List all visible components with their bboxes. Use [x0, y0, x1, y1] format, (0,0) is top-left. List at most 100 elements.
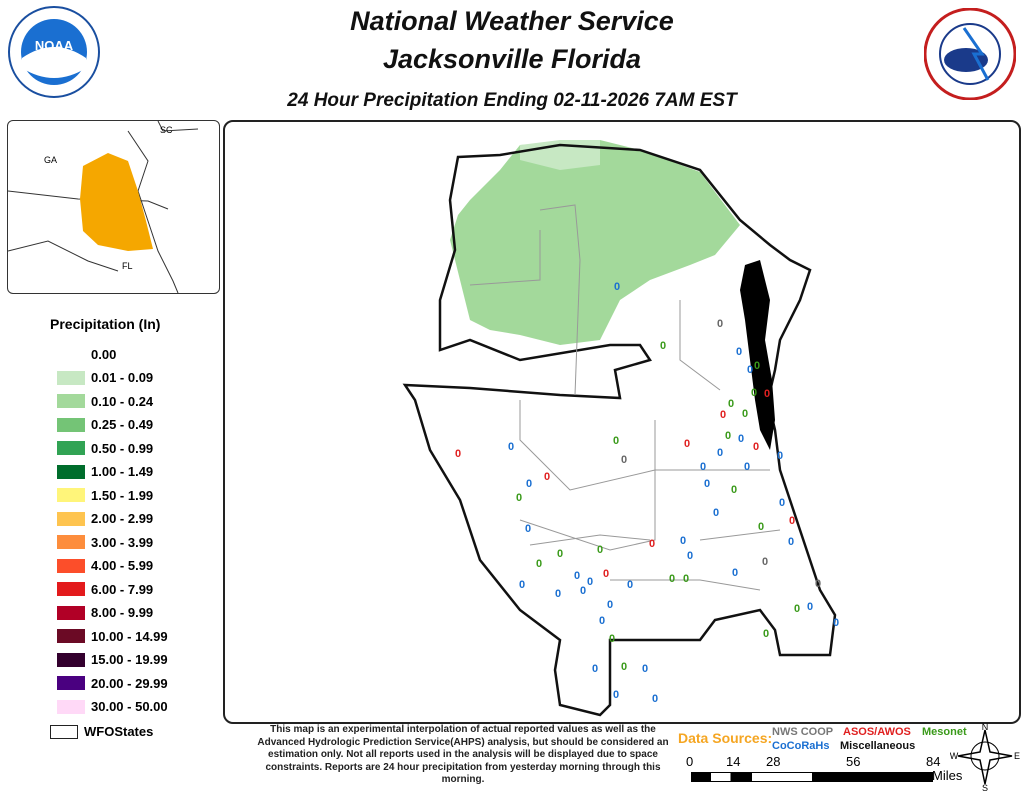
disclaimer: This map is an experimental interpolatio… [257, 724, 669, 785]
station-report-cocorahs: 0 [713, 507, 719, 519]
legend-item: 4.00 - 5.99 [57, 556, 153, 576]
legend-swatch [57, 370, 85, 385]
legend-swatch [57, 394, 85, 408]
nws-logo [924, 8, 1016, 100]
inset-label-fl: FL [122, 261, 133, 271]
legend-swatch [57, 417, 85, 432]
station-report-cocorahs: 0 [526, 478, 532, 490]
station-report-cocorahs: 0 [642, 663, 648, 675]
station-report-cocorahs: 0 [587, 576, 593, 588]
scale-tick: 84 [926, 754, 941, 769]
station-report-asos: 0 [684, 438, 690, 450]
station-report-cocorahs: 0 [574, 570, 580, 582]
legend-item: 20.00 - 29.99 [57, 673, 168, 693]
map-frame [223, 120, 1021, 724]
scale-bar-graphic [691, 772, 933, 782]
station-report-cocorahs: 0 [807, 601, 813, 613]
legend-swatch [57, 605, 85, 620]
legend-label: 10.00 - 14.99 [91, 628, 168, 644]
legend-label: 0.50 - 0.99 [91, 440, 154, 456]
station-report-mesonet: 0 [758, 521, 764, 533]
station-report-mesonet: 0 [763, 628, 769, 640]
legend-swatch [57, 699, 85, 714]
legend-swatch [57, 441, 85, 455]
source-mesonet: Mesonet [922, 726, 967, 738]
station-report-coop: 0 [762, 556, 768, 568]
compass-s: S [982, 783, 988, 791]
legend-item: 0.10 - 0.24 [57, 391, 153, 411]
wfo-area [80, 153, 153, 251]
boundary-swatch [50, 724, 78, 739]
legend-item: 0.50 - 0.99 [57, 438, 153, 458]
station-report-asos: 0 [789, 515, 795, 527]
legend-swatch [57, 511, 85, 526]
station-report-mesonet: 0 [731, 484, 737, 496]
station-report-mesonet: 0 [613, 435, 619, 447]
noaa-logo: NOAA [8, 6, 100, 98]
station-report-asos: 0 [764, 388, 770, 400]
station-report-cocorahs: 0 [580, 585, 586, 597]
legend-swatch [57, 652, 85, 667]
station-report-cocorahs: 0 [613, 689, 619, 701]
station-report-coop: 0 [717, 318, 723, 330]
station-report-mesonet: 0 [725, 430, 731, 442]
station-report-cocorahs: 0 [717, 447, 723, 459]
station-report-cocorahs: 0 [736, 346, 742, 358]
legend-label: 20.00 - 29.99 [91, 675, 168, 691]
station-report-asos: 0 [753, 441, 759, 453]
station-report-mesonet: 0 [660, 340, 666, 352]
legend-item: 1.00 - 1.49 [57, 462, 153, 482]
legend-title: Precipitation (In) [50, 316, 161, 332]
legend-label: 8.00 - 9.99 [91, 605, 154, 620]
station-report-cocorahs: 0 [592, 663, 598, 675]
legend-label: 3.00 - 3.99 [91, 534, 154, 550]
station-report-coop: 0 [621, 454, 627, 466]
legend-item: 1.50 - 1.99 [57, 485, 153, 505]
coastline-marsh [740, 260, 775, 450]
compass-n: N [982, 722, 989, 732]
station-report-mesonet: 0 [742, 408, 748, 420]
scale-tick: 14 [726, 754, 741, 769]
station-report-cocorahs: 0 [833, 617, 839, 629]
source-asos: ASOS/AWOS [843, 726, 911, 738]
station-report-mesonet: 0 [609, 633, 615, 645]
legend-item: 6.00 - 7.99 [57, 579, 153, 599]
station-report-asos: 0 [603, 568, 609, 580]
station-report-mesonet: 0 [516, 492, 522, 504]
station-report-cocorahs: 0 [738, 433, 744, 445]
station-report-cocorahs: 0 [599, 615, 605, 627]
station-report-cocorahs: 0 [680, 535, 686, 547]
station-report-asos: 0 [455, 448, 461, 460]
station-report-asos: 0 [720, 409, 726, 421]
compass-w: W [950, 751, 959, 761]
legend-label: 2.00 - 2.99 [91, 511, 154, 526]
station-report-mesonet: 0 [669, 573, 675, 585]
subtitle: 24 Hour Precipitation Ending 02-11-2026 … [287, 90, 737, 111]
source-coop: NWS COOP [772, 726, 834, 738]
station-report-mesonet: 0 [557, 548, 563, 560]
legend-label: 4.00 - 5.99 [91, 558, 154, 573]
station-report-cocorahs: 0 [747, 364, 753, 376]
legend-label: 0.00 [91, 346, 117, 362]
station-report-cocorahs: 0 [614, 281, 620, 293]
station-report-cocorahs: 0 [704, 478, 710, 490]
station-report-cocorahs: 0 [777, 450, 783, 462]
station-report-asos: 0 [544, 471, 550, 483]
station-report-cocorahs: 0 [525, 523, 531, 535]
station-report-cocorahs: 0 [627, 579, 633, 591]
station-report-cocorahs: 0 [607, 599, 613, 611]
legend-label: 0.10 - 0.24 [91, 393, 154, 409]
legend-swatch [57, 582, 85, 596]
station-report-mesonet: 0 [794, 603, 800, 615]
legend-item: 0.25 - 0.49 [57, 415, 153, 435]
compass-e: E [1014, 751, 1020, 761]
station-report-cocorahs: 0 [519, 579, 525, 591]
svg-text:NOAA: NOAA [35, 38, 74, 53]
scale-tick: 56 [846, 754, 861, 769]
station-report-coop: 0 [815, 578, 821, 590]
station-report-mesonet: 0 [754, 360, 760, 372]
wfo-boundary [402, 143, 837, 717]
legend-label: 15.00 - 19.99 [91, 652, 168, 667]
